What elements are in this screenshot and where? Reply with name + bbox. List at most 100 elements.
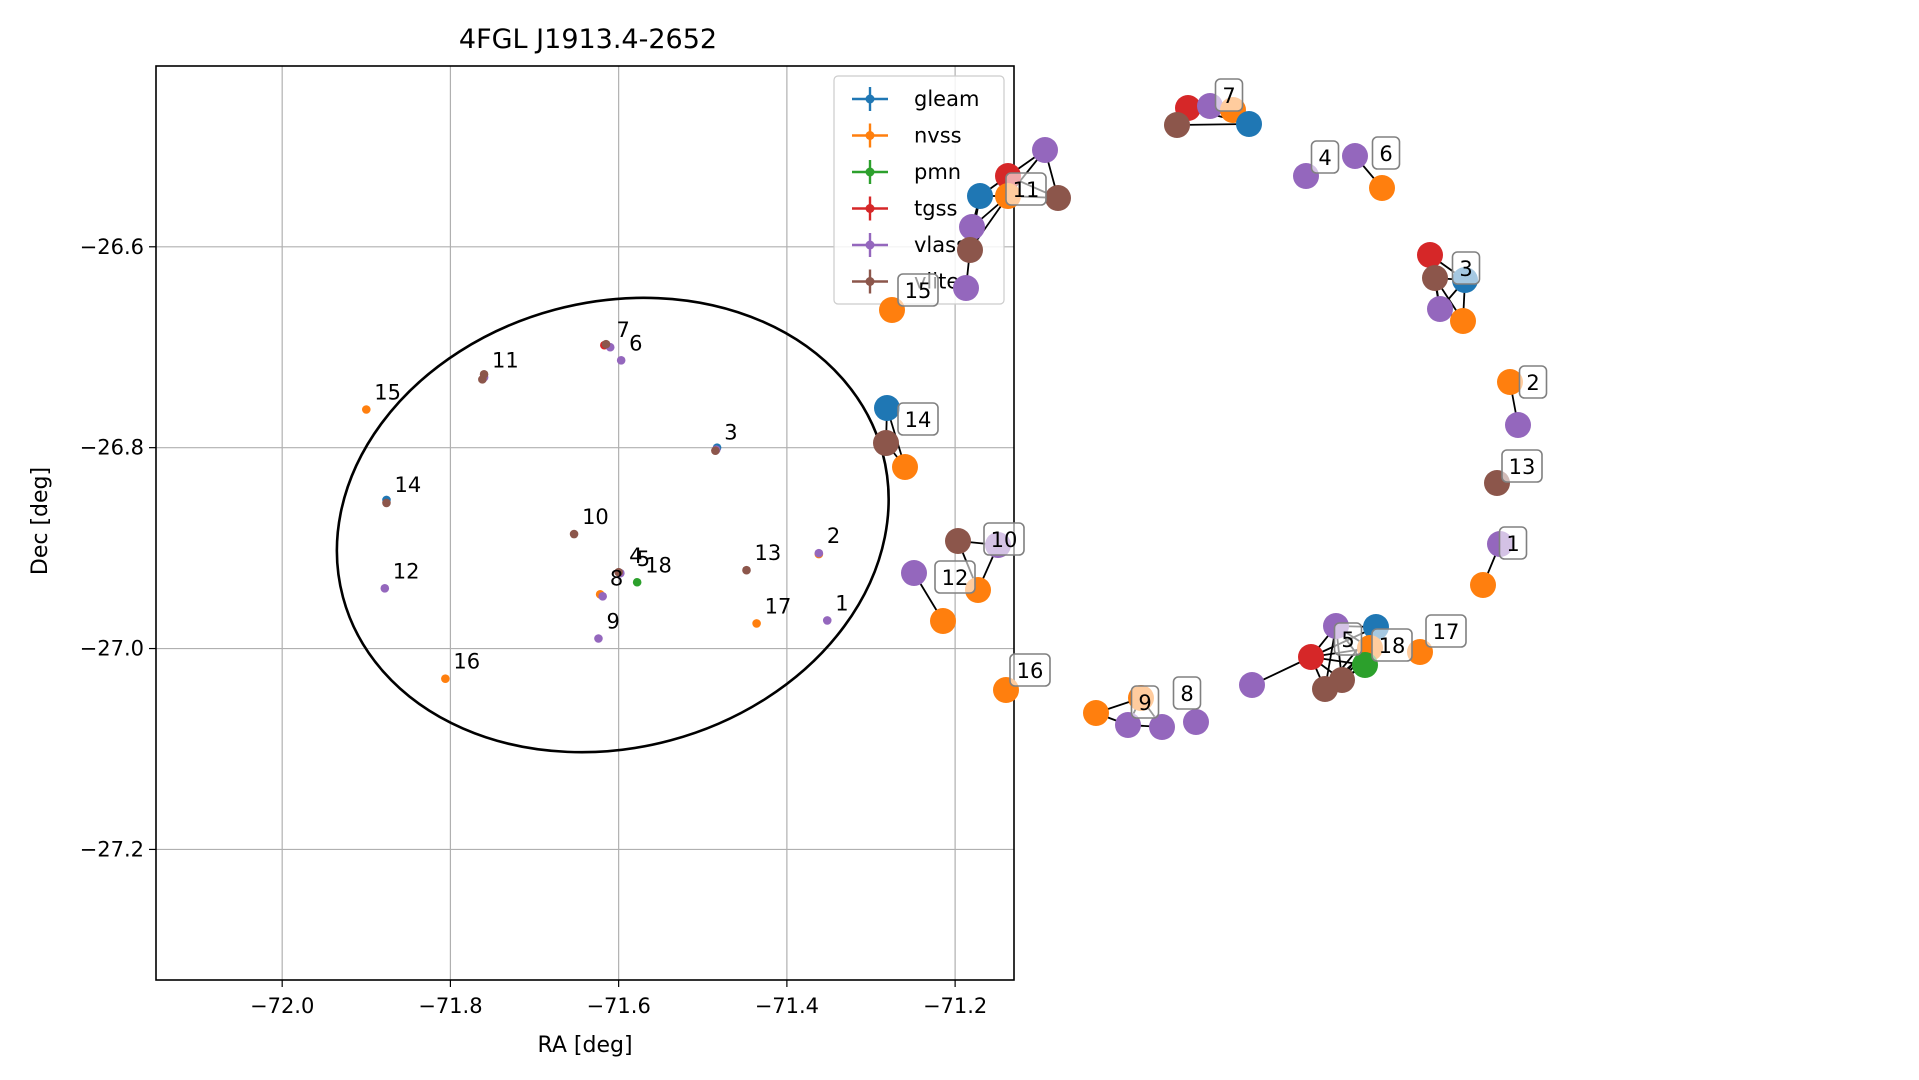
graph-label: 15 xyxy=(905,279,932,303)
graph-label: 8 xyxy=(1180,682,1193,706)
y-tick-label: −27.2 xyxy=(80,837,144,861)
graph-label-box xyxy=(1333,622,1363,656)
graph-node-vlass xyxy=(1115,712,1141,738)
graph-node-tgss xyxy=(1417,242,1443,268)
graph-node-nvss xyxy=(892,454,918,480)
graph-label: 7 xyxy=(1222,84,1235,108)
graph-label: 12 xyxy=(942,566,969,590)
point-vlass xyxy=(616,355,626,365)
point-label: 1 xyxy=(835,591,848,615)
point-nvss xyxy=(752,619,761,628)
graph-node-vlite xyxy=(945,528,971,554)
graph-label: 2 xyxy=(1526,371,1539,395)
graph-label: 6 xyxy=(1379,142,1392,166)
graph-label-box xyxy=(1009,653,1051,687)
legend-marker-dot xyxy=(865,167,875,177)
x-tick-label: −71.2 xyxy=(923,994,987,1018)
graph-label-box xyxy=(1425,614,1467,648)
point-nvss xyxy=(361,405,371,414)
point-label: 7 xyxy=(617,318,630,342)
legend-label: tgss xyxy=(914,197,957,221)
point-vlite xyxy=(742,565,751,575)
graph-label: 14 xyxy=(905,408,932,432)
point-label: 18 xyxy=(645,553,672,577)
graph-node-vlass xyxy=(1342,143,1368,169)
graph-node-vlite xyxy=(873,430,899,456)
graph-node-tgss xyxy=(1298,644,1324,670)
graph-node-nvss xyxy=(930,608,956,634)
data-points xyxy=(361,339,832,683)
point-label: 11 xyxy=(492,348,519,372)
point-pmn xyxy=(632,577,642,587)
legend-marker-dot xyxy=(865,240,875,250)
graph-label: 9 xyxy=(1138,691,1151,715)
graph-label: 3 xyxy=(1459,257,1472,281)
point-label: 4 xyxy=(629,544,642,568)
graph-node-gleam xyxy=(1236,111,1262,137)
y-tick-label: −26.6 xyxy=(80,235,144,259)
graph-label: 17 xyxy=(1433,620,1460,644)
graph-label-box xyxy=(1451,251,1481,285)
x-axis-label: RA [deg] xyxy=(537,1033,632,1058)
graph-label: 18 xyxy=(1379,634,1406,658)
point-vlass xyxy=(594,634,603,643)
y-tick-label: −27.0 xyxy=(80,637,144,661)
graph-label-box xyxy=(934,560,976,594)
point-label: 14 xyxy=(394,473,421,497)
legend-label: gleam xyxy=(914,87,979,111)
graph-node-vlass xyxy=(1032,137,1058,163)
graph-node-gleam xyxy=(874,395,900,421)
point-label: 9 xyxy=(606,610,619,634)
point-vlite xyxy=(601,339,611,349)
graph-label-box xyxy=(1172,676,1202,710)
graph-label-box xyxy=(1501,449,1543,483)
graph-label-box xyxy=(1371,136,1401,170)
point-label: 5 xyxy=(637,547,650,571)
legend-marker-dot xyxy=(865,94,875,104)
legend-marker-dot xyxy=(865,277,875,286)
graph-node-pmn xyxy=(1352,652,1378,678)
graph-label: 11 xyxy=(1013,178,1040,202)
graph-node-vlass xyxy=(953,275,979,301)
point-vlass xyxy=(814,548,824,558)
legend-label: nvss xyxy=(914,124,962,148)
graph-node-vlite xyxy=(1045,185,1071,211)
graph-label-box xyxy=(1214,78,1244,112)
graph-label-box xyxy=(897,402,939,436)
point-label: 8 xyxy=(610,566,623,590)
point-vlite xyxy=(382,498,391,508)
graph-node-vlite xyxy=(957,237,983,263)
graph-node-vlass xyxy=(959,214,985,240)
point-vlite xyxy=(569,529,579,539)
point-label: 3 xyxy=(724,421,737,445)
x-tick-label: −71.4 xyxy=(755,994,819,1018)
graph-label-box xyxy=(1005,172,1047,206)
graph-node-nvss xyxy=(1497,369,1523,395)
graph-label: 4 xyxy=(1318,146,1331,170)
legend-marker-dot xyxy=(865,131,875,140)
graph-label-box xyxy=(1371,628,1413,662)
axis-ticks: −72.0 −71.8 −71.6 −71.4 −71.2 −26.6 −26.8 −27.0… xyxy=(80,235,988,1018)
graph-label-box xyxy=(1130,685,1160,719)
y-tick-label: −26.8 xyxy=(80,436,144,460)
scatter-plot: 4FGL J1913.4-2652 1234567891011121314151… xyxy=(28,24,1015,1058)
graph-label: 16 xyxy=(1017,659,1044,683)
point-vlite xyxy=(614,567,623,577)
graph-node-vlite xyxy=(1422,265,1448,291)
graph-node-nvss xyxy=(1369,175,1395,201)
graph-node-vlass xyxy=(1149,714,1175,740)
graph-label: 10 xyxy=(991,528,1018,552)
point-vlite xyxy=(479,370,489,379)
point-vlass xyxy=(598,592,607,601)
point-nvss xyxy=(441,674,450,683)
point-label: 16 xyxy=(453,650,480,674)
point-label: 15 xyxy=(374,381,401,405)
graph-node-nvss xyxy=(1083,700,1109,726)
x-tick-label: −72.0 xyxy=(250,994,314,1018)
graph-node-nvss xyxy=(1470,572,1496,598)
graph-label-box xyxy=(1310,140,1340,174)
point-label: 17 xyxy=(765,594,792,618)
graph-label-box xyxy=(1518,365,1548,399)
point-vlass xyxy=(822,616,832,625)
